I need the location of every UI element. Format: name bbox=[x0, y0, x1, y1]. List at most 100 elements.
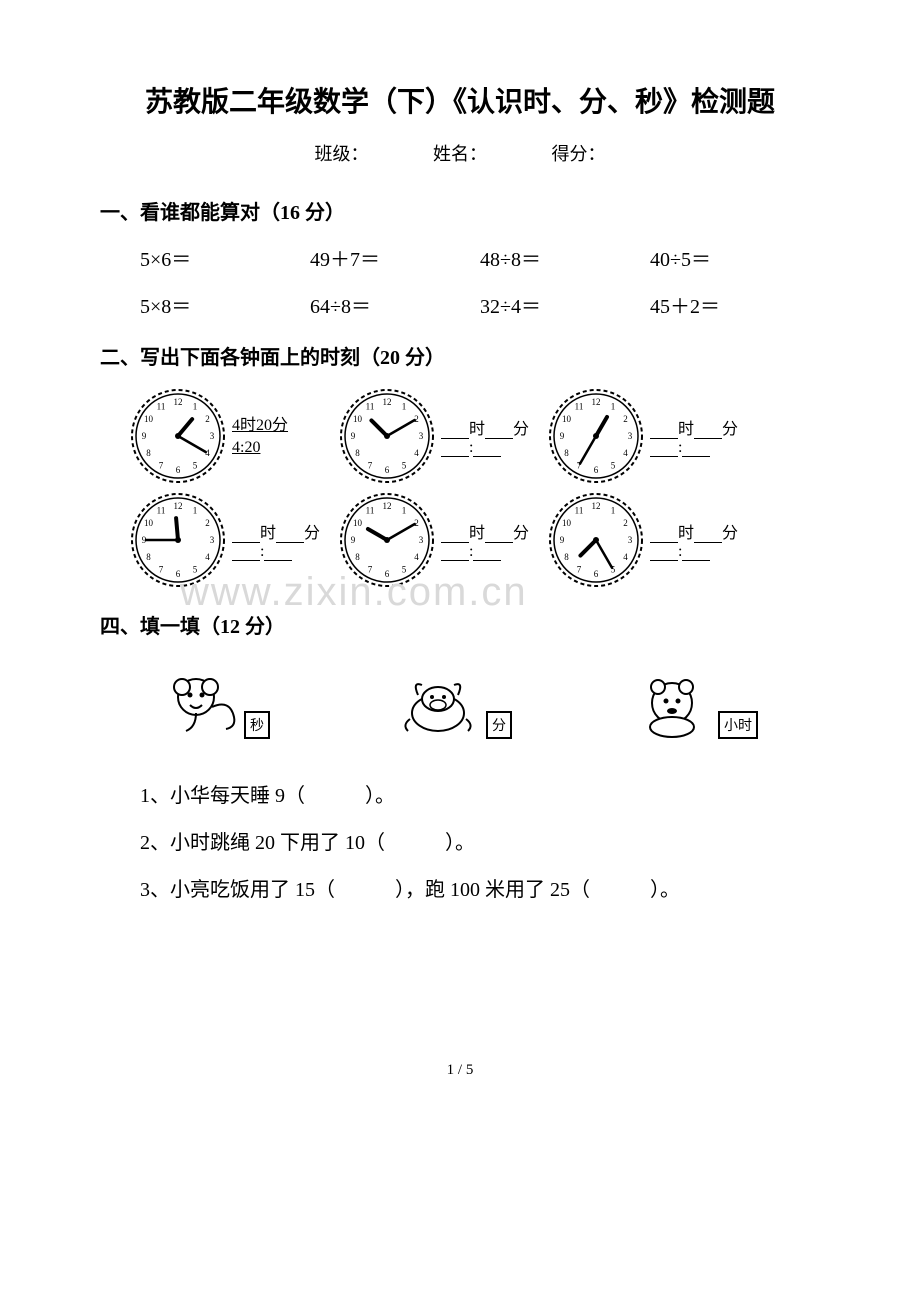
monkey-icon bbox=[162, 669, 242, 739]
svg-text:8: 8 bbox=[355, 552, 360, 562]
svg-text:10: 10 bbox=[562, 414, 572, 424]
calc-item: 32÷4＝ bbox=[480, 290, 650, 319]
svg-text:1: 1 bbox=[402, 506, 407, 516]
svg-text:7: 7 bbox=[368, 564, 373, 574]
clock-icon: 121234567891011 bbox=[339, 388, 435, 484]
svg-text:3: 3 bbox=[628, 535, 633, 545]
fill-item: 2、小时跳绳 20 下用了 10（ ）。 bbox=[140, 826, 820, 855]
section2-heading: 二、写出下面各钟面上的时刻（20 分） bbox=[100, 341, 820, 370]
svg-text:5: 5 bbox=[193, 460, 198, 470]
clock-example-top: 4时20分 bbox=[232, 411, 327, 435]
svg-text:1: 1 bbox=[611, 506, 616, 516]
calc-item: 5×8＝ bbox=[140, 290, 310, 319]
clock-icon: 121234567891011 bbox=[339, 492, 435, 588]
svg-text:9: 9 bbox=[351, 535, 356, 545]
svg-text:11: 11 bbox=[366, 506, 375, 516]
svg-text:6: 6 bbox=[176, 465, 181, 475]
svg-text:5: 5 bbox=[402, 460, 407, 470]
svg-text:7: 7 bbox=[577, 564, 582, 574]
calc-item: 48÷8＝ bbox=[480, 243, 650, 272]
svg-text:1: 1 bbox=[193, 402, 198, 412]
svg-text:9: 9 bbox=[560, 535, 565, 545]
svg-text:1: 1 bbox=[402, 402, 407, 412]
svg-text:8: 8 bbox=[355, 448, 360, 458]
clock-blank-bottom: : bbox=[441, 439, 536, 457]
svg-text:10: 10 bbox=[562, 518, 572, 528]
svg-text:8: 8 bbox=[146, 448, 151, 458]
clock-blank-bottom: : bbox=[441, 543, 536, 561]
svg-text:1: 1 bbox=[611, 402, 616, 412]
svg-text:1: 1 bbox=[193, 506, 198, 516]
svg-text:9: 9 bbox=[560, 431, 565, 441]
clock-blank-top: 时分 bbox=[441, 415, 536, 439]
svg-text:3: 3 bbox=[419, 535, 424, 545]
svg-text:3: 3 bbox=[210, 535, 215, 545]
page-title: 苏教版二年级数学（下）《认识时、分、秒》检测题 bbox=[100, 80, 820, 120]
svg-text:9: 9 bbox=[351, 431, 356, 441]
svg-text:12: 12 bbox=[383, 397, 392, 407]
animal-cow: 分 bbox=[394, 669, 512, 739]
svg-text:10: 10 bbox=[144, 414, 154, 424]
clock-icon: 121234567891011 bbox=[130, 492, 226, 588]
svg-text:6: 6 bbox=[385, 465, 390, 475]
svg-text:12: 12 bbox=[592, 397, 601, 407]
svg-text:10: 10 bbox=[353, 518, 363, 528]
animal-monkey: 秒 bbox=[162, 669, 270, 739]
svg-text:6: 6 bbox=[594, 569, 599, 579]
clock-blank-bottom: : bbox=[232, 543, 327, 561]
svg-text:3: 3 bbox=[419, 431, 424, 441]
clock-icon: 121234567891011 bbox=[130, 388, 226, 484]
svg-text:11: 11 bbox=[157, 402, 166, 412]
fill-item: 3、小亮吃饭用了 15（ ），跑 100 米用了 25（ ）。 bbox=[140, 873, 820, 902]
svg-text:11: 11 bbox=[575, 402, 584, 412]
svg-text:6: 6 bbox=[594, 465, 599, 475]
svg-text:2: 2 bbox=[623, 414, 628, 424]
svg-text:10: 10 bbox=[144, 518, 154, 528]
class-label: 班级： bbox=[315, 144, 369, 164]
svg-text:5: 5 bbox=[402, 564, 407, 574]
svg-text:7: 7 bbox=[368, 460, 373, 470]
svg-text:2: 2 bbox=[205, 518, 210, 528]
svg-text:12: 12 bbox=[383, 501, 392, 511]
svg-text:2: 2 bbox=[623, 518, 628, 528]
svg-text:10: 10 bbox=[353, 414, 363, 424]
calc-item: 64÷8＝ bbox=[310, 290, 480, 319]
clock-example-bottom: 4:20 bbox=[232, 439, 327, 457]
svg-text:3: 3 bbox=[210, 431, 215, 441]
fill-item: 1、小华每天睡 9（ ）。 bbox=[140, 779, 820, 808]
svg-text:8: 8 bbox=[564, 448, 569, 458]
fill-list: 1、小华每天睡 9（ ）。 2、小时跳绳 20 下用了 10（ ）。 3、小亮吃… bbox=[100, 779, 820, 902]
cow-icon bbox=[394, 669, 484, 739]
calc-item: 49＋7＝ bbox=[310, 243, 480, 272]
animal-label: 秒 bbox=[244, 711, 270, 739]
animal-bear: 小时 bbox=[636, 669, 758, 739]
svg-text:12: 12 bbox=[174, 397, 183, 407]
bear-icon bbox=[636, 669, 716, 739]
svg-text:4: 4 bbox=[623, 448, 628, 458]
clock-icon: 121234567891011 bbox=[548, 492, 644, 588]
svg-text:5: 5 bbox=[611, 460, 616, 470]
svg-text:11: 11 bbox=[575, 506, 584, 516]
animals-row: 秒 分 小时 bbox=[100, 669, 820, 739]
clock-blank-top: 时分 bbox=[650, 519, 745, 543]
animal-label: 分 bbox=[486, 711, 512, 739]
clock-blank-top: 时分 bbox=[650, 415, 745, 439]
svg-text:8: 8 bbox=[564, 552, 569, 562]
svg-text:6: 6 bbox=[385, 569, 390, 579]
svg-text:7: 7 bbox=[159, 564, 164, 574]
svg-text:12: 12 bbox=[592, 501, 601, 511]
section4-heading: 四、填一填（12 分） bbox=[100, 610, 820, 639]
svg-text:6: 6 bbox=[176, 569, 181, 579]
score-label: 得分： bbox=[552, 144, 606, 164]
clock-blank-top: 时分 bbox=[441, 519, 536, 543]
clock-icon: 121234567891011 bbox=[548, 388, 644, 484]
clock-blank-bottom: : bbox=[650, 439, 745, 457]
page-number: 1 / 5 bbox=[100, 1062, 820, 1079]
clocks-area: 121234567891011 4时20分 4:20 1212345678910… bbox=[130, 388, 820, 588]
clock-blank-bottom: : bbox=[650, 543, 745, 561]
svg-text:2: 2 bbox=[205, 414, 210, 424]
clock-blank-top: 时分 bbox=[232, 519, 327, 543]
svg-text:4: 4 bbox=[414, 552, 419, 562]
svg-text:4: 4 bbox=[414, 448, 419, 458]
svg-text:4: 4 bbox=[205, 552, 210, 562]
